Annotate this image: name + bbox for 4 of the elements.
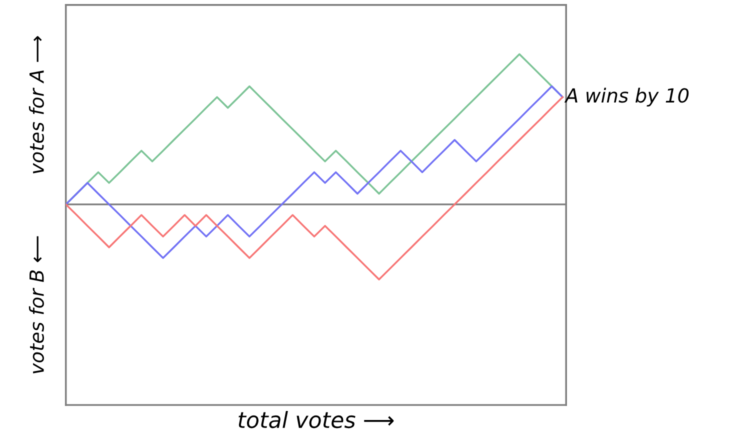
text: votes for B ⟵ — [28, 236, 44, 374]
text: total votes ⟶ — [238, 410, 394, 428]
annotation: A wins by 10 — [564, 88, 689, 107]
text: votes for A ⟶ — [28, 36, 44, 174]
